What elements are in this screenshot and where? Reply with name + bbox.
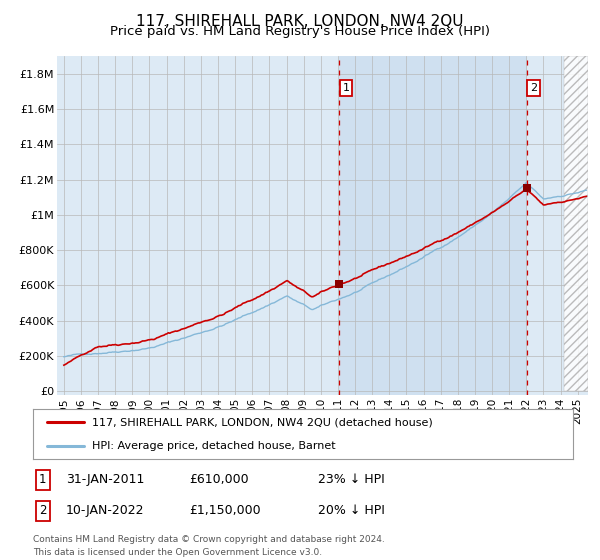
Text: 1: 1 [39, 473, 47, 487]
Text: 2: 2 [530, 83, 537, 93]
Text: 1: 1 [343, 83, 349, 93]
Text: Contains HM Land Registry data © Crown copyright and database right 2024.
This d: Contains HM Land Registry data © Crown c… [33, 535, 385, 557]
Text: 20% ↓ HPI: 20% ↓ HPI [318, 504, 385, 517]
Text: 117, SHIREHALL PARK, LONDON, NW4 2QU: 117, SHIREHALL PARK, LONDON, NW4 2QU [136, 14, 464, 29]
Text: 31-JAN-2011: 31-JAN-2011 [66, 473, 145, 487]
Bar [339, 56, 527, 395]
Text: £1,150,000: £1,150,000 [189, 504, 260, 517]
Text: 23% ↓ HPI: 23% ↓ HPI [318, 473, 385, 487]
Text: 10-JAN-2022: 10-JAN-2022 [66, 504, 145, 517]
Text: HPI: Average price, detached house, Barnet: HPI: Average price, detached house, Barn… [92, 441, 336, 451]
Text: £610,000: £610,000 [189, 473, 248, 487]
Text: 117, SHIREHALL PARK, LONDON, NW4 2QU (detached house): 117, SHIREHALL PARK, LONDON, NW4 2QU (de… [92, 417, 433, 427]
Text: Price paid vs. HM Land Registry's House Price Index (HPI): Price paid vs. HM Land Registry's House … [110, 25, 490, 38]
Text: 2: 2 [39, 504, 47, 517]
